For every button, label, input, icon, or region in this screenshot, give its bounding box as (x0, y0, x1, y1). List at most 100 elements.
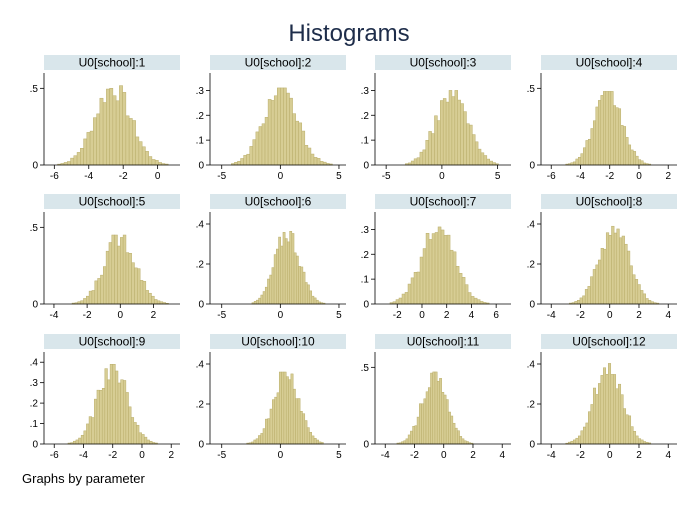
y-tick-label: 0 (363, 161, 369, 172)
histogram-bar (302, 271, 306, 305)
panel-strip (541, 55, 677, 70)
histogram-bar (422, 248, 427, 305)
x-tick-label: 0 (419, 310, 425, 321)
histogram-bar (128, 253, 132, 305)
histogram-bar (443, 394, 447, 445)
histogram-bar (125, 115, 130, 166)
x-tick-label: -2 (605, 171, 614, 182)
histogram-bar (633, 431, 637, 445)
histogram-bar (605, 232, 610, 305)
histogram-bar (620, 394, 624, 445)
histogram-bar (575, 437, 579, 445)
histogram-bar (274, 396, 278, 445)
histogram-bar (270, 100, 275, 166)
histogram-bar (315, 299, 319, 305)
histogram-bar (470, 296, 475, 305)
x-tick-label: 0 (607, 310, 613, 321)
histogram-bar (101, 388, 106, 445)
histogram-bar (448, 90, 453, 166)
x-tick-label: 5 (336, 450, 342, 461)
histogram-bar (404, 292, 409, 305)
histogram-bar (112, 364, 116, 445)
histogram-bar (135, 136, 140, 166)
histogram-bar (307, 147, 312, 166)
x-tick-label: -5 (217, 450, 226, 461)
histogram-bar (610, 374, 614, 445)
histogram-bar (618, 383, 622, 445)
x-tick-label: -5 (217, 310, 226, 321)
y-tick-label: .1 (361, 136, 370, 147)
histogram-bar (486, 158, 490, 166)
histogram-bar (289, 97, 293, 166)
histogram-bar (430, 372, 433, 445)
panel-label: U0[school]:8 (576, 195, 643, 209)
histogram-bar (425, 391, 429, 445)
panel-label: U0[school]:5 (79, 195, 146, 209)
histogram-bar (88, 416, 92, 445)
histogram-bar (419, 256, 424, 305)
histogram-bar (585, 140, 589, 166)
y-tick-label: 0 (198, 300, 204, 311)
histogram-bar (603, 91, 607, 166)
histogram-bar (108, 242, 113, 305)
histogram-bar (464, 284, 469, 305)
panel-4: U0[school]:4 -6 -4 -2 0 2 0 .5 (527, 55, 677, 182)
histogram-bar (136, 424, 140, 445)
y-tick-label: 0 (198, 440, 204, 451)
histogram-bar (94, 280, 98, 305)
histogram-bar (119, 85, 123, 166)
histogram-bar (463, 111, 467, 166)
histogram-bar (638, 438, 642, 445)
histogram-bar (421, 403, 425, 445)
y-tick-label: .3 (196, 86, 205, 97)
y-tick-label: 0 (363, 300, 369, 311)
y-tick-label: .5 (527, 84, 536, 95)
histogram-bar (401, 293, 406, 305)
x-tick-label: 0 (278, 450, 284, 461)
histogram-bar (628, 144, 632, 166)
histogram-bar (86, 423, 90, 445)
histogram-bar (154, 160, 159, 166)
x-tick-label: 2 (636, 450, 642, 461)
histogram-bar (621, 235, 625, 305)
histogram-bar (403, 440, 407, 445)
histogram-bar (570, 440, 574, 445)
histogram-bar (412, 426, 416, 445)
histogram-bar (451, 96, 456, 166)
histogram-bar (292, 388, 296, 445)
histogram-bar (309, 432, 312, 445)
histogram-bar (637, 284, 641, 305)
histogram-bar (416, 416, 420, 445)
x-tick-label: 0 (278, 310, 284, 321)
histogram-bar (625, 137, 629, 166)
x-tick-label: 5 (495, 171, 501, 182)
histogram-bar (313, 438, 317, 445)
y-tick-label: .4 (527, 360, 536, 371)
x-tick-label: 0 (439, 171, 445, 182)
histogram-bar (410, 277, 415, 305)
histogram-bar (446, 234, 451, 305)
histogram-bar (295, 120, 299, 166)
histogram-bar (608, 363, 612, 445)
y-tick-label: 0 (529, 300, 535, 311)
histogram-bar (307, 284, 310, 305)
histogram-bar (416, 271, 421, 305)
x-tick-label: -2 (393, 310, 402, 321)
y-tick-label: .2 (361, 250, 370, 261)
histogram-bar (103, 266, 107, 305)
histogram-bar (298, 122, 303, 166)
x-tick-label: -6 (547, 171, 556, 182)
histogram-bar (600, 248, 604, 305)
histogram-bar (461, 277, 466, 305)
histogram-bar (454, 427, 458, 445)
histogram-bar (83, 430, 87, 445)
histogram-bar (142, 281, 147, 305)
histogram-bar (645, 298, 649, 305)
histogram-bar (461, 438, 465, 445)
histogram-bar (598, 383, 602, 445)
histogram-bar (73, 155, 78, 166)
histogram-bar (579, 297, 583, 305)
histogram-bar (445, 399, 449, 445)
histogram-bar (288, 379, 292, 445)
histogram-bar (137, 268, 141, 305)
